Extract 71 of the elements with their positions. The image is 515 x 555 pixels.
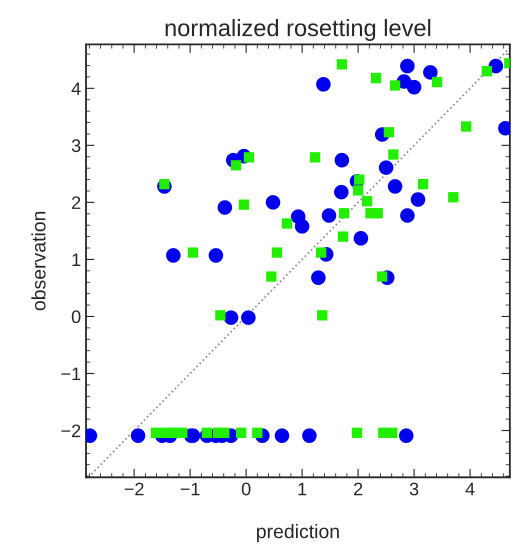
point (241, 310, 256, 325)
point (219, 428, 230, 438)
point (177, 428, 188, 438)
y-tick-label: 1 (72, 254, 80, 266)
point (400, 208, 415, 223)
point (236, 428, 246, 438)
point (272, 247, 282, 258)
point (215, 310, 226, 320)
point (410, 192, 426, 207)
y-axis-title: observation (31, 212, 46, 310)
x-tick-label: −1 (180, 482, 200, 496)
x-tick-label: 4 (465, 482, 475, 496)
x-tick-label: 3 (410, 482, 418, 496)
point (406, 80, 422, 94)
point (334, 184, 349, 200)
point (390, 80, 400, 91)
point (294, 219, 310, 234)
point (336, 59, 348, 70)
x-axis-title: prediction (257, 524, 339, 542)
point (352, 185, 364, 196)
point (316, 77, 331, 92)
point (218, 200, 232, 215)
point (384, 127, 394, 138)
point (362, 196, 372, 206)
chart-title: normalized rosetting level (166, 18, 430, 41)
y-tick-label: 4 (72, 82, 81, 95)
point (418, 178, 428, 190)
point (388, 149, 399, 160)
point (302, 428, 317, 443)
point (378, 160, 394, 175)
point (354, 231, 368, 246)
point (166, 248, 181, 263)
point (266, 271, 276, 282)
x-tick-label: 0 (242, 482, 250, 496)
x-tick-label: 2 (354, 482, 362, 496)
point (282, 218, 292, 229)
point (482, 66, 492, 76)
point (370, 72, 382, 84)
point (252, 428, 262, 438)
point (338, 208, 350, 218)
point (202, 428, 212, 438)
point (311, 270, 326, 285)
y-tick-label: 3 (72, 139, 80, 152)
point (188, 247, 198, 258)
point (387, 428, 398, 438)
point (388, 179, 402, 194)
y-tick-label: −2 (61, 424, 80, 438)
y-tick-label: −1 (61, 368, 80, 380)
point (208, 248, 224, 263)
point (432, 76, 442, 88)
point (224, 310, 238, 325)
y-tick-label: 0 (72, 310, 80, 324)
point (310, 152, 320, 162)
point (334, 152, 350, 168)
point (423, 65, 438, 80)
point (352, 428, 362, 438)
x-tick-label: −2 (124, 482, 144, 496)
x-tick-label: 1 (298, 482, 306, 496)
point (338, 231, 348, 242)
point (130, 428, 146, 443)
point (322, 208, 336, 223)
y-tick-label: 2 (72, 196, 80, 209)
point (238, 200, 250, 210)
point (461, 121, 472, 132)
point (398, 428, 414, 443)
point (400, 58, 415, 74)
point (448, 192, 458, 202)
point (266, 195, 280, 210)
point (317, 310, 328, 320)
point (372, 208, 383, 218)
point (274, 428, 290, 443)
